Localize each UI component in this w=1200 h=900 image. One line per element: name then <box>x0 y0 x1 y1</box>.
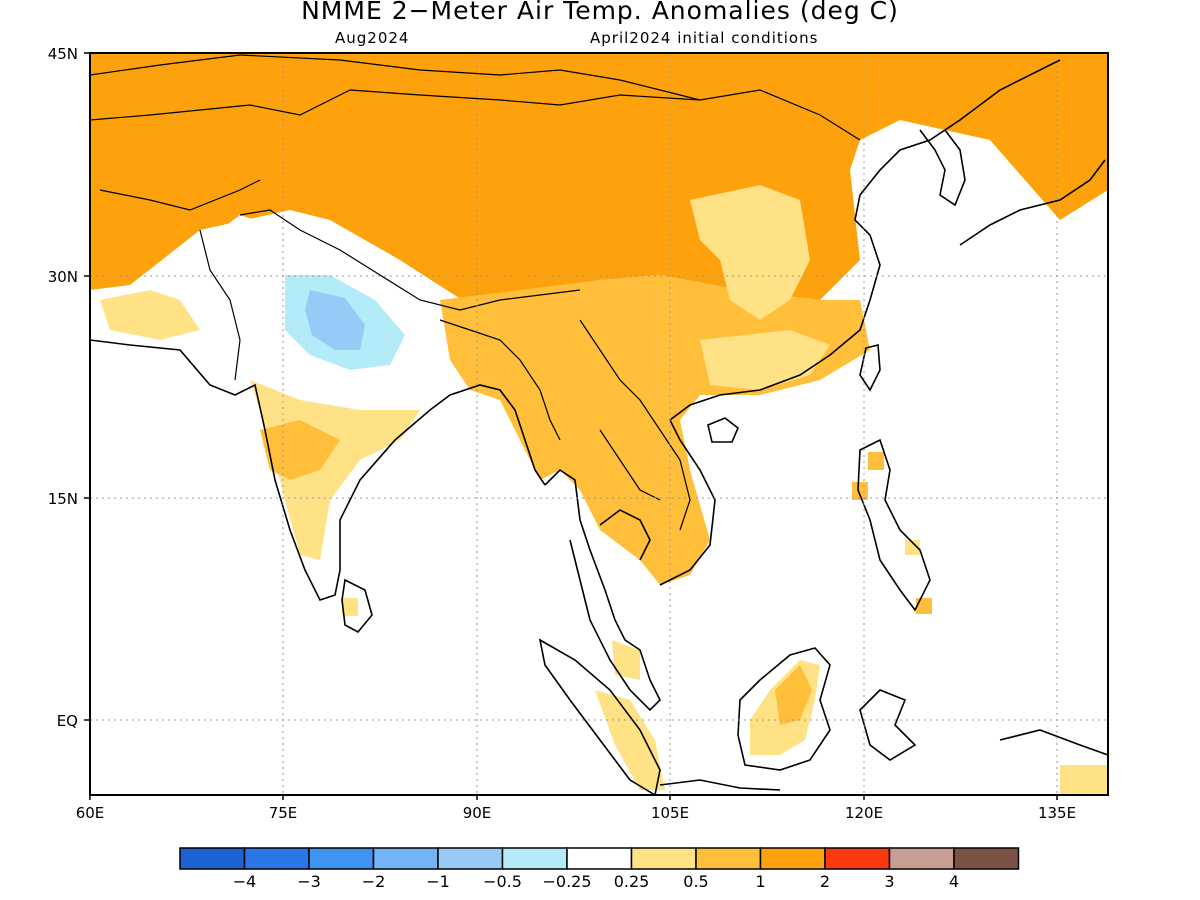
colorbar-label: −4 <box>233 872 257 891</box>
gridlines <box>90 53 1108 795</box>
border-china-north <box>90 54 861 141</box>
colorbar-swatch <box>308 847 375 870</box>
coastline-taiwan <box>859 343 881 392</box>
lon-label-60e: 60E <box>76 804 105 822</box>
border-thailand-cambodia <box>599 429 661 501</box>
anomaly-shading <box>90 53 1108 795</box>
lat-tick-labels: 45N 30N 15N EQ <box>48 45 78 730</box>
colorbar-label: 0.25 <box>614 872 650 891</box>
lon-tick-labels: 60E 75E 90E 105E 120E 135E <box>76 804 1076 822</box>
colorbar-swatch <box>179 847 246 870</box>
border-indochina <box>579 319 691 531</box>
colorbar-swatch <box>888 847 955 870</box>
colorbar-swatch <box>759 847 826 870</box>
anomaly-region-new-guinea <box>1060 765 1108 795</box>
colorbar-swatch <box>501 847 568 870</box>
anomaly-region-0.25-to-0.5-south-china <box>700 330 830 390</box>
anomaly-region-mindanao <box>905 540 920 555</box>
colorbar-label: 1 <box>755 872 765 891</box>
colorbar: −4 −3 −2 −1 −0.5 −0.25 0.25 0.5 1 2 3 4 <box>179 847 1020 891</box>
colorbar-swatch <box>437 847 504 870</box>
lat-label-eq: EQ <box>57 712 78 730</box>
map-title: NMME 2−Meter Air Temp. Anomalies (deg C) <box>301 0 899 25</box>
lon-label-120e: 120E <box>845 804 883 822</box>
colorbar-label: 0.5 <box>683 872 708 891</box>
colorbar-swatch <box>695 847 762 870</box>
coastline-gulf-thailand <box>599 509 651 561</box>
coastline-indochina <box>544 468 661 712</box>
coastline-india <box>90 339 546 601</box>
coastline-japan <box>959 159 1106 246</box>
colorbar-label: −0.5 <box>483 872 522 891</box>
lat-label-30n: 30N <box>48 268 78 286</box>
coastline-korea <box>919 129 966 207</box>
anomaly-region-negative-0.5-to-1 <box>305 290 365 350</box>
colorbar-label: 4 <box>949 872 959 891</box>
coastline-borneo <box>737 647 831 771</box>
plot-frame <box>89 52 1109 796</box>
border-pakistan-india <box>199 229 241 381</box>
coastline-vietnam <box>659 59 1061 586</box>
colorbar-swatch <box>630 847 697 870</box>
colorbar-label: −2 <box>362 872 386 891</box>
anomaly-region-sri-lanka <box>342 598 358 616</box>
colorbar-swatch <box>243 847 310 870</box>
colorbar-label: 2 <box>820 872 830 891</box>
forecast-month: Aug2024 <box>335 29 410 47</box>
colorbar-label: −0.25 <box>542 872 591 891</box>
initial-conditions: April2024 initial conditions <box>590 29 819 47</box>
anomaly-region-0.5-to-1-south <box>440 275 870 585</box>
border-himalaya <box>239 209 581 311</box>
colorbar-swatch <box>953 847 1020 870</box>
border-bangladesh-myanmar <box>439 319 561 441</box>
anomaly-region-0.25-to-0.5-china <box>690 185 810 320</box>
colorbar-swatch <box>372 847 439 870</box>
lat-label-15n: 15N <box>48 490 78 508</box>
lon-label-75e: 75E <box>269 804 298 822</box>
anomaly-region-malay <box>612 640 640 680</box>
colorbar-swatch <box>824 847 891 870</box>
tick-marks <box>84 52 1058 800</box>
colorbar-swatch <box>566 847 633 870</box>
anomaly-region-borneo-core <box>775 665 812 725</box>
anomaly-region-sumatra <box>595 690 665 790</box>
lon-label-90e: 90E <box>463 804 492 822</box>
coastline-hainan <box>707 417 739 443</box>
anomaly-region-india-patch <box>260 420 340 480</box>
anomaly-region-1-to-2-north <box>90 53 1108 305</box>
coastline-sri-lanka <box>341 578 373 634</box>
lat-label-45n: 45N <box>48 45 78 63</box>
lon-label-135e: 135E <box>1038 804 1076 822</box>
coastline-sumatra <box>538 638 661 795</box>
coastline-sulawesi <box>859 689 917 761</box>
country-borders <box>90 54 861 531</box>
lon-label-105e: 105E <box>651 804 689 822</box>
colorbar-label: 3 <box>884 872 894 891</box>
coastline-philippines <box>857 438 931 612</box>
coastlines <box>90 59 1108 795</box>
coastline-new-guinea <box>999 729 1108 756</box>
anomaly-region-pakistan <box>100 290 200 340</box>
colorbar-label: −3 <box>297 872 321 891</box>
colorbar-label: −1 <box>426 872 450 891</box>
border-afghanistan <box>99 179 261 211</box>
border-central-asia <box>90 89 351 121</box>
border-mongolia <box>349 89 701 106</box>
coastline-java <box>659 779 781 791</box>
